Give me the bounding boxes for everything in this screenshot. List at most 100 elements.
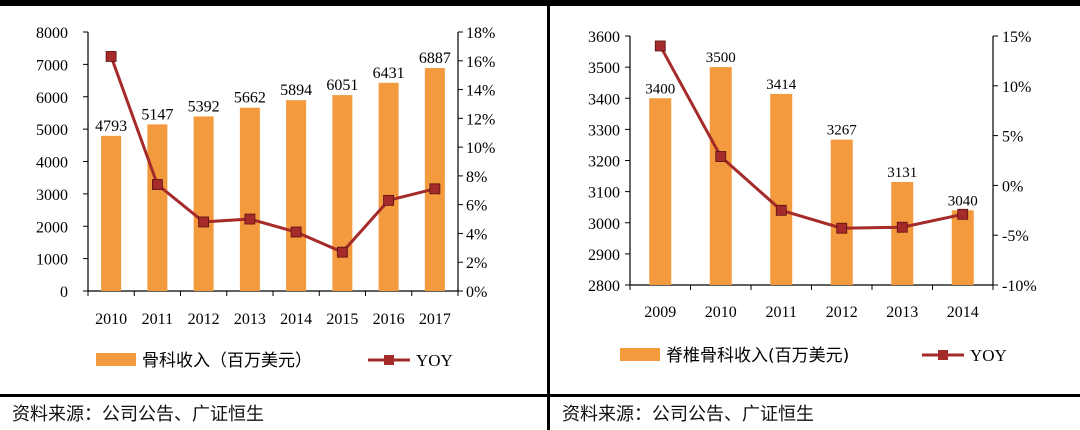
source-note-left: 资料来源：公司公告、广证恒生 xyxy=(12,404,264,425)
bar-data-label: 3267 xyxy=(827,123,858,139)
bottom-rule xyxy=(0,394,1080,397)
bar-data-label: 3131 xyxy=(887,165,917,181)
bar xyxy=(193,116,214,292)
bar-data-label: 3400 xyxy=(645,81,675,97)
bar xyxy=(649,98,672,285)
chart-orthopedics-revenue: 0 1000 2000 3000 4000 5000 6000 7000 8000 0% 2% 4% 6… xyxy=(36,25,495,371)
chart-spine-revenue: 2800 2900 3000 3100 3200 3300 3400 3500 3600 -10%… xyxy=(588,29,1037,366)
bar xyxy=(951,210,974,285)
chart-panel-spine: 2800 2900 3000 3100 3200 3300 3400 3500 3600 -10%… xyxy=(550,0,1080,394)
right-tick-label: 10% xyxy=(466,140,495,157)
legend-line-marker xyxy=(384,355,394,365)
bar xyxy=(147,124,168,291)
bar-data-label: 5662 xyxy=(234,90,266,107)
bar-data-label: 5147 xyxy=(141,106,173,123)
bar-data-label: 3414 xyxy=(766,77,797,93)
right-tick-label: 0% xyxy=(1002,178,1023,195)
x-tick-label: 2010 xyxy=(705,304,737,321)
x-tick-label: 2010 xyxy=(95,311,127,328)
x-tick-label: 2016 xyxy=(373,311,405,328)
legend-bar-label: 骨科收入（百万美元） xyxy=(142,351,312,371)
left-tick-label: 3100 xyxy=(588,185,620,202)
right-tick-label: 10% xyxy=(1002,79,1031,96)
yoy-point xyxy=(654,40,666,52)
yoy-line xyxy=(658,45,964,230)
source-note-right: 资料来源：公司公告、广证恒生 xyxy=(562,404,814,425)
left-tick-label: 5000 xyxy=(36,122,68,139)
bar xyxy=(332,95,353,291)
bar xyxy=(891,181,914,285)
left-tick-label: 3300 xyxy=(588,122,620,139)
left-tick-label: 0 xyxy=(60,284,68,301)
left-tick-label: 3000 xyxy=(36,187,68,204)
legend-bar-swatch xyxy=(96,353,136,366)
right-tick-label: 6% xyxy=(466,198,487,215)
bar-data-label: 5392 xyxy=(188,98,220,115)
yoy-line xyxy=(109,55,436,254)
right-tick-label: 18% xyxy=(466,25,495,42)
left-tick-label: 1000 xyxy=(36,252,68,269)
x-tick-label: 2011 xyxy=(766,304,797,321)
yoy-point xyxy=(105,51,117,62)
top-rule xyxy=(0,0,1080,6)
yoy-point xyxy=(336,246,348,258)
chart-panel-orthopedics: 0 1000 2000 3000 4000 5000 6000 7000 8000 0% 2% 4% 6… xyxy=(0,0,547,394)
right-tick-label: 8% xyxy=(466,169,487,186)
bar xyxy=(239,107,260,291)
left-tick-label: 4000 xyxy=(36,155,68,172)
right-tick-label: -10% xyxy=(1002,278,1037,295)
x-tick-label: 2013 xyxy=(234,311,266,328)
bar xyxy=(709,67,732,285)
left-tick-label: 2900 xyxy=(588,247,620,264)
x-tick-label: 2011 xyxy=(142,311,173,328)
x-tick-label: 2014 xyxy=(280,311,312,328)
bar-data-label: 6887 xyxy=(419,50,451,67)
x-tick-label: 2009 xyxy=(644,304,676,321)
bar xyxy=(286,100,307,291)
x-tick-label: 2012 xyxy=(188,311,220,328)
bar-data-label: 6431 xyxy=(373,65,405,82)
right-tick-label: -5% xyxy=(1002,228,1029,245)
right-tick-label: 4% xyxy=(466,226,487,243)
left-tick-label: 3500 xyxy=(588,60,620,77)
x-tick-label: 2014 xyxy=(947,304,979,321)
yoy-point xyxy=(715,151,727,162)
yoy-point xyxy=(957,208,969,220)
left-tick-label: 3200 xyxy=(588,154,620,171)
left-tick-label: 3600 xyxy=(588,29,620,46)
yoy-point xyxy=(429,183,441,195)
right-tick-label: 12% xyxy=(466,111,495,128)
right-tick-label: 14% xyxy=(466,83,495,100)
bar-data-label: 3500 xyxy=(706,50,736,66)
yoy-point xyxy=(244,213,256,225)
yoy-point xyxy=(836,222,848,234)
x-tick-label: 2017 xyxy=(419,311,451,328)
left-tick-label: 2000 xyxy=(36,219,68,236)
left-tick-label: 3400 xyxy=(588,91,620,108)
bar-data-label: 5894 xyxy=(280,82,312,99)
legend-line-label: YOY xyxy=(970,346,1007,365)
left-tick-label: 2800 xyxy=(588,278,620,295)
yoy-point xyxy=(775,204,787,216)
left-tick-label: 6000 xyxy=(36,90,68,107)
x-tick-label: 2015 xyxy=(326,311,358,328)
legend-bar-label: 脊椎骨科收入(百万美元) xyxy=(666,346,849,366)
bar xyxy=(770,93,793,285)
left-tick-label: 8000 xyxy=(36,25,68,42)
right-tick-label: 15% xyxy=(1002,29,1031,46)
right-tick-label: 2% xyxy=(466,255,487,272)
panel-divider xyxy=(547,0,550,430)
legend-line-marker xyxy=(938,350,948,360)
bar xyxy=(378,82,399,291)
bar xyxy=(101,135,122,291)
legend-bar-swatch xyxy=(620,348,660,361)
x-tick-label: 2012 xyxy=(826,304,858,321)
bar-data-label: 3040 xyxy=(948,193,978,209)
right-tick-label: 16% xyxy=(466,54,495,71)
right-tick-label: 0% xyxy=(466,284,487,301)
right-tick-label: 5% xyxy=(1002,129,1023,146)
left-tick-label: 3000 xyxy=(588,216,620,233)
bar xyxy=(424,68,445,291)
left-tick-label: 7000 xyxy=(36,57,68,74)
yoy-point xyxy=(290,226,302,238)
